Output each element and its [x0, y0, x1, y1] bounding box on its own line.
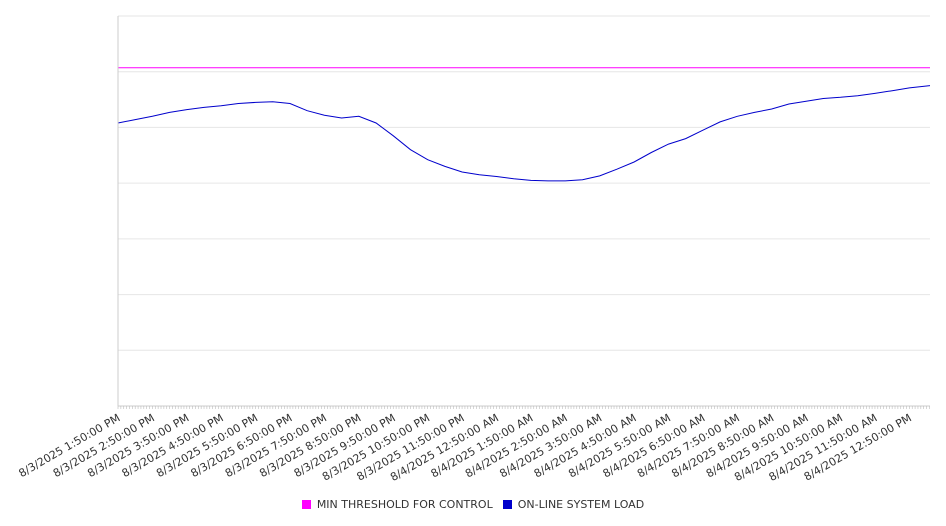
legend-swatch-system-load: [502, 500, 512, 509]
x-axis-tick-labels: 8/3/2025 1:50:00 PM8/3/2025 2:50:00 PM8/…: [16, 411, 913, 484]
legend-item-system-load[interactable]: ON-LINE SYSTEM LOAD: [502, 498, 645, 511]
legend: MIN THRESHOLD FOR CONTROL ON-LINE SYSTEM…: [0, 498, 946, 511]
legend-swatch-threshold: [301, 500, 311, 509]
legend-label-threshold: MIN THRESHOLD FOR CONTROL: [316, 498, 493, 511]
grid-lines: [118, 15, 930, 407]
legend-label-system-load: ON-LINE SYSTEM LOAD: [517, 498, 645, 511]
series-lines: [117, 67, 931, 182]
system-load-line: [117, 85, 931, 182]
x-axis-ticks: [117, 406, 930, 409]
axes: [117, 16, 930, 407]
legend-item-threshold[interactable]: MIN THRESHOLD FOR CONTROL: [301, 498, 493, 511]
